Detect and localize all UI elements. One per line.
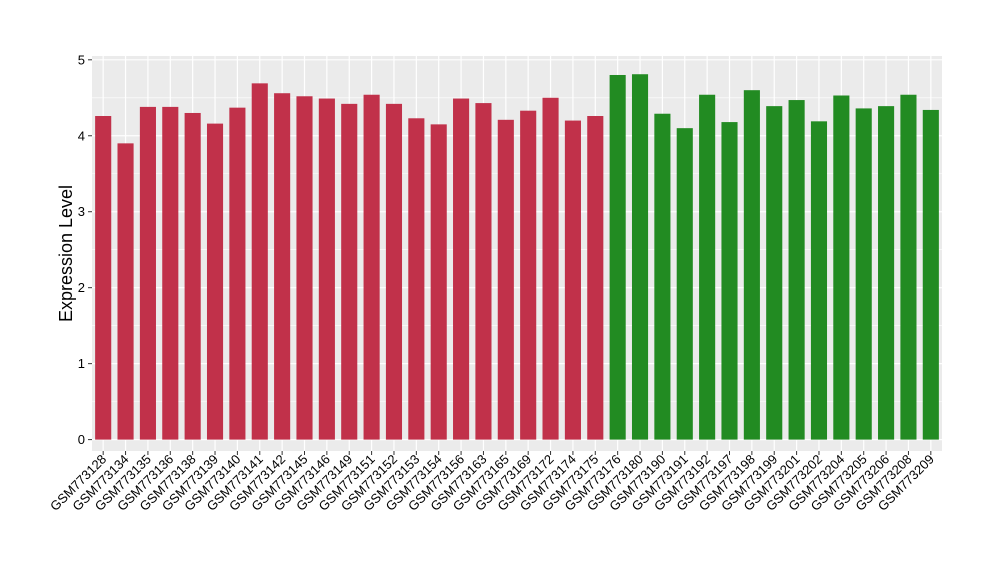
bar [363, 94, 380, 440]
bar [385, 103, 403, 440]
bar [497, 119, 514, 440]
bar [162, 106, 179, 440]
bar [274, 93, 291, 440]
bar [721, 122, 738, 440]
bar [341, 103, 358, 440]
bar [475, 103, 492, 440]
bar [117, 143, 134, 440]
bar [520, 110, 537, 440]
bar [542, 97, 559, 440]
bar [699, 94, 716, 440]
bar [206, 123, 224, 440]
y-tick-label: 4 [78, 128, 85, 143]
bar [587, 116, 604, 440]
bar [631, 74, 649, 440]
bar [922, 109, 939, 440]
bar [408, 118, 425, 440]
bar [296, 96, 313, 440]
bar [743, 90, 760, 440]
bar [766, 106, 783, 440]
bar [654, 113, 671, 440]
bar [251, 83, 268, 440]
bar [95, 116, 112, 440]
bar [878, 106, 895, 440]
y-tick-label: 1 [78, 356, 85, 371]
bar [810, 121, 828, 440]
bar [676, 128, 693, 440]
y-tick-label: 3 [78, 204, 85, 219]
bar [609, 74, 626, 440]
bars [95, 74, 939, 440]
y-tick-label: 2 [78, 280, 85, 295]
bar [453, 98, 470, 440]
x-axis: GSM773128GSM773134GSM773135GSM773136GSM7… [47, 451, 937, 514]
bar [318, 98, 335, 440]
bar [184, 112, 201, 440]
bar [855, 108, 872, 440]
y-axis: 0 1 2 3 4 5 [78, 52, 92, 447]
bar [430, 124, 447, 440]
bar [833, 95, 850, 440]
y-axis-title: Expression Level [56, 185, 76, 322]
bar [900, 94, 917, 440]
bar [139, 106, 156, 440]
bar [229, 107, 246, 440]
bar [788, 100, 805, 440]
bar [564, 120, 581, 440]
y-tick-label: 5 [78, 52, 85, 67]
y-tick-label: 0 [78, 432, 85, 447]
